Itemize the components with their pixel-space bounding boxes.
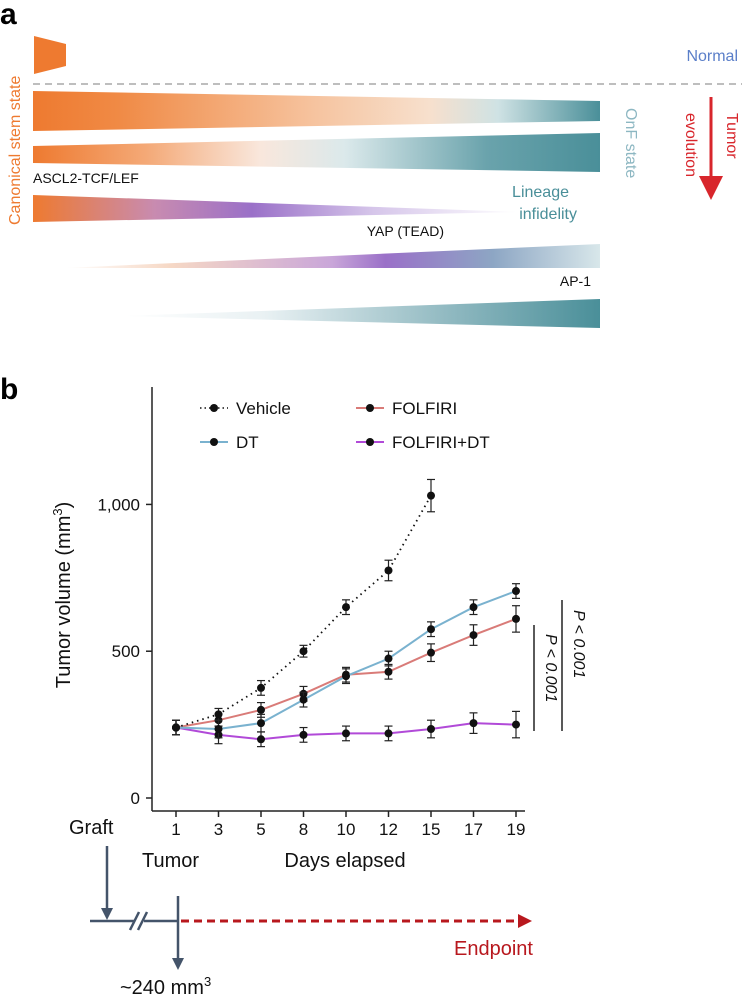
x-axis-label: Days elapsed bbox=[284, 850, 405, 872]
point-dt-3 bbox=[299, 695, 308, 704]
point-folfiri-7 bbox=[469, 631, 478, 640]
point-vehicle-3 bbox=[299, 647, 308, 656]
y-axis-label-end: ) bbox=[53, 502, 75, 509]
canonical-stem-state-label: Canonical stem state bbox=[7, 75, 24, 225]
panel-b: b 0 500 1,000 1 3 5 8 10 12 15 17 19 Tumor volume … bbox=[0, 373, 587, 999]
point-folfiri-dt-7 bbox=[469, 719, 478, 728]
endpoint-label: Endpoint bbox=[454, 938, 533, 960]
normal-label: Normal bbox=[686, 48, 738, 65]
point-folfiri-dt-3 bbox=[299, 730, 308, 739]
y-ticks: 0 500 1,000 bbox=[97, 495, 152, 808]
panel-a: a Canonical stem state Normal ASCL2-TCF/… bbox=[0, 0, 742, 328]
point-folfiri-5 bbox=[384, 667, 393, 676]
tumor-volume-value: ~240 mm bbox=[120, 977, 204, 999]
point-vehicle-1 bbox=[214, 710, 223, 719]
x-tick-label-4: 10 bbox=[337, 820, 356, 839]
point-folfiri-dt-8 bbox=[512, 720, 520, 729]
point-dt-2 bbox=[257, 719, 265, 728]
legend-marker-dt bbox=[210, 438, 218, 446]
point-folfiri-dt-4 bbox=[342, 729, 350, 738]
tumor-volume-sup: 3 bbox=[204, 974, 211, 989]
point-dt-5 bbox=[384, 654, 393, 663]
point-folfiri-2 bbox=[257, 705, 265, 714]
lineage-infidelity-label-line2: infidelity bbox=[519, 206, 577, 223]
x-tick-label-1: 3 bbox=[214, 820, 223, 839]
panel-a-label: a bbox=[0, 0, 17, 31]
timeline-break-2 bbox=[136, 911, 149, 931]
tumor-arrow-head bbox=[172, 958, 184, 970]
ascl2-label: ASCL2-TCF/LEF bbox=[33, 170, 139, 186]
point-vehicle-6 bbox=[427, 491, 435, 500]
point-dt-8 bbox=[512, 587, 520, 596]
normal-stem-shape bbox=[34, 36, 66, 74]
canonical-stem-band bbox=[33, 91, 600, 131]
legend-label-folfiri: FOLFIRI bbox=[392, 399, 457, 418]
legend-label-vehicle: Vehicle bbox=[236, 399, 291, 418]
ap1-upper-band bbox=[64, 244, 600, 268]
legend-marker-folfiri bbox=[366, 404, 374, 412]
ap1-lower-band bbox=[120, 299, 600, 328]
p-value-outer: P < 0.001 bbox=[570, 610, 587, 678]
tumor-evolution-label-line2: evolution bbox=[682, 113, 699, 177]
panel-b-label: b bbox=[0, 373, 18, 406]
x-tick-label-5: 12 bbox=[379, 820, 398, 839]
x-tick-label-8: 19 bbox=[507, 820, 526, 839]
point-dt-1 bbox=[214, 725, 223, 734]
point-folfiri-dt-2 bbox=[257, 735, 265, 744]
point-vehicle-2 bbox=[257, 683, 265, 692]
yap-label: YAP (TEAD) bbox=[367, 223, 444, 239]
point-folfiri-dt-5 bbox=[384, 729, 393, 738]
p-value-inner: P < 0.001 bbox=[542, 634, 559, 702]
x-tick-label-0: 1 bbox=[171, 820, 180, 839]
x-tick-label-7: 17 bbox=[464, 820, 483, 839]
y-tick-label-2: 1,000 bbox=[97, 495, 140, 514]
series-dt bbox=[172, 583, 520, 739]
tumor-evolution-label-line1: Tumor bbox=[723, 113, 740, 159]
lineage-infidelity-label-line1: Lineage bbox=[512, 184, 569, 201]
ap1-label: AP-1 bbox=[560, 273, 591, 289]
tumor-label: Tumor bbox=[142, 850, 199, 872]
legend-marker-vehicle bbox=[210, 404, 218, 412]
yap-band bbox=[33, 195, 520, 222]
y-tick-label-0: 0 bbox=[131, 789, 140, 808]
point-dt-4 bbox=[342, 672, 350, 681]
point-vehicle-5 bbox=[384, 566, 393, 575]
legend-marker-folfiri-dt bbox=[366, 438, 374, 446]
series-vehicle bbox=[172, 478, 435, 736]
y-axis-label-sup: 3 bbox=[50, 508, 65, 515]
point-folfiri-dt-6 bbox=[427, 725, 435, 734]
y-axis-label: Tumor volume (mm3) bbox=[50, 502, 75, 689]
y-axis-label-text: Tumor volume (mm bbox=[53, 516, 75, 689]
ascl2-band bbox=[33, 133, 600, 172]
graft-label: Graft bbox=[69, 817, 114, 839]
y-tick-label-1: 500 bbox=[112, 642, 140, 661]
tumor-volume-label: ~240 mm3 bbox=[120, 974, 211, 999]
x-tick-label-6: 15 bbox=[422, 820, 441, 839]
point-vehicle-0 bbox=[172, 723, 180, 732]
x-ticks: 1 3 5 8 10 12 15 17 19 bbox=[171, 811, 525, 839]
point-dt-7 bbox=[469, 603, 478, 612]
onf-state-label: OnF state bbox=[622, 108, 639, 178]
legend-label-dt: DT bbox=[236, 433, 259, 452]
series-layer bbox=[172, 478, 520, 748]
graft-arrow-head bbox=[101, 908, 113, 920]
point-folfiri-8 bbox=[512, 614, 520, 623]
endpoint-arrow-head bbox=[518, 914, 532, 928]
point-folfiri-6 bbox=[427, 648, 435, 657]
x-tick-label-3: 8 bbox=[299, 820, 308, 839]
timeline-break-1 bbox=[128, 911, 141, 931]
x-tick-label-2: 5 bbox=[256, 820, 265, 839]
legend-label-folfiri-dt: FOLFIRI+DT bbox=[392, 433, 490, 452]
point-vehicle-4 bbox=[342, 603, 350, 612]
legend: Vehicle FOLFIRI DT FOLFIRI+DT bbox=[200, 399, 490, 452]
point-dt-6 bbox=[427, 625, 435, 634]
